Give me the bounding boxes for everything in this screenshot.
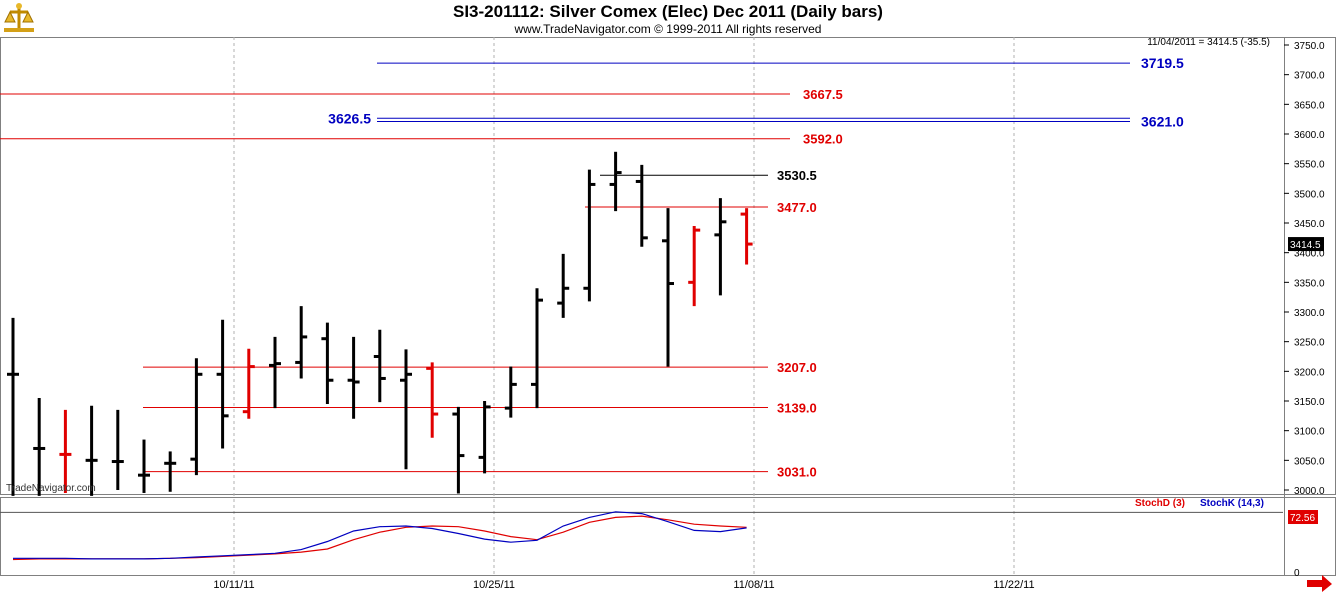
chart-title: SI3-201112: Silver Comex (Elec) Dec 2011… (453, 2, 883, 21)
ohlc-bar (688, 225, 701, 307)
ohlc-bar (740, 208, 753, 265)
price-tick-label: 3350.0 (1294, 278, 1325, 289)
ohlc-bar (714, 198, 727, 296)
scroll-right-arrow[interactable] (1307, 575, 1332, 592)
copyright-notice: www.TradeNavigator.com © 1999-2011 All r… (514, 22, 822, 36)
stoch-k-legend: StochK (14,3) (1200, 498, 1264, 509)
ohlc-bar (531, 288, 543, 409)
ohlc-bar (400, 349, 412, 470)
date-axis: 10/11/11 10/25/11 11/08/11 11/22/11 (213, 579, 1034, 591)
stoch-line-d (12, 515, 747, 561)
ohlc-bar (33, 398, 46, 496)
ohlc-bar (7, 317, 19, 496)
level-label-3621.0: 3621.0 (1141, 114, 1184, 130)
price-axis: 3000.0 3050.0 3100.0 3150.0 3200.0 3250.0 3300… (1284, 41, 1325, 497)
level-label-3207.0: 3207.0 (777, 360, 817, 375)
price-tick-label: 3050.0 (1294, 456, 1325, 467)
date-tick-label: 10/25/11 (473, 579, 515, 591)
stoch-zero-label: 0 (1294, 568, 1300, 579)
last-price-info: 11/04/2011 = 3414.5 (-35.5) (1147, 37, 1270, 48)
price-tick-label: 3650.0 (1294, 100, 1325, 111)
chart-header: SI3-201112: Silver Comex (Elec) Dec 2011… (0, 0, 1336, 38)
price-tick-label: 3600.0 (1294, 130, 1325, 141)
price-tick-label: 3750.0 (1294, 41, 1325, 52)
last-price-label: 3414.5 (1290, 240, 1321, 251)
level-label-3477.0: 3477.0 (777, 200, 817, 215)
ohlc-bar (269, 336, 281, 409)
price-tick-label: 3000.0 (1294, 486, 1325, 497)
date-tick-label: 10/11/11 (213, 579, 254, 591)
ohlc-bar (295, 306, 308, 379)
ohlc-bar (138, 439, 150, 493)
ohlc-bar (216, 319, 229, 449)
stoch-line-k (13, 511, 747, 560)
ohlc-bar (504, 366, 517, 418)
ohlc-bar (635, 164, 648, 247)
level-label-3031.0: 3031.0 (777, 465, 817, 480)
ohlc-bar (190, 358, 203, 476)
price-tick-label: 3400.0 (1294, 249, 1325, 260)
date-tick-label: 11/08/11 (733, 579, 774, 591)
ohlc-bar (59, 409, 72, 493)
ohlc-bar (426, 362, 439, 438)
ohlc-bars (7, 151, 753, 496)
price-tick-label: 3300.0 (1294, 308, 1325, 319)
date-tick-label: 11/22/11 (993, 579, 1034, 591)
level-label-3667.5: 3667.5 (803, 87, 843, 102)
price-tick-label: 3250.0 (1294, 338, 1325, 349)
ohlc-bar (583, 169, 596, 302)
price-tick-label: 3450.0 (1294, 219, 1325, 230)
price-tick-label: 3700.0 (1294, 71, 1325, 82)
stoch-d-legend: StochD (3) (1135, 498, 1185, 509)
stoch-last-box (1288, 510, 1318, 525)
ohlc-bar (609, 151, 622, 212)
level-label-3626.5: 3626.5 (328, 110, 371, 126)
ohlc-bar (85, 405, 98, 496)
ohlc-bar (242, 348, 255, 419)
ohlc-bar (478, 401, 491, 474)
ohlc-bar (557, 253, 570, 318)
watermark-text: TradeNavigator.com (6, 483, 96, 494)
stoch-last-label: 72.56 (1290, 513, 1315, 524)
ohlc-bar (164, 451, 177, 492)
ohlc-bar (321, 322, 334, 404)
ohlc-bar (347, 336, 360, 419)
ohlc-bar (662, 208, 674, 367)
ohlc-bar (111, 409, 124, 490)
price-tick-label: 3550.0 (1294, 160, 1325, 171)
level-label-3530.5: 3530.5 (777, 168, 817, 183)
level-label-3592.0: 3592.0 (803, 132, 843, 147)
ohlc-bar (452, 406, 465, 494)
stoch-panel-frame (0, 497, 1336, 576)
last-price-box (1288, 237, 1324, 252)
price-tick-label: 3100.0 (1294, 427, 1325, 438)
price-tick-label: 3500.0 (1294, 189, 1325, 200)
price-levels: 3719.5 3667.5 3626.5 3621.0 3592.0 3530.5 3477… (0, 55, 1184, 480)
trade-navigator-logo (2, 2, 36, 34)
stochastic-panel: StochD (3) StochK (14,3) 72.56 0 (0, 498, 1318, 579)
price-tick-label: 3200.0 (1294, 367, 1325, 378)
level-label-3139.0: 3139.0 (777, 401, 817, 416)
level-label-3719.5: 3719.5 (1141, 55, 1184, 71)
price-tick-label: 3150.0 (1294, 397, 1325, 408)
ohlc-bar (373, 329, 386, 403)
